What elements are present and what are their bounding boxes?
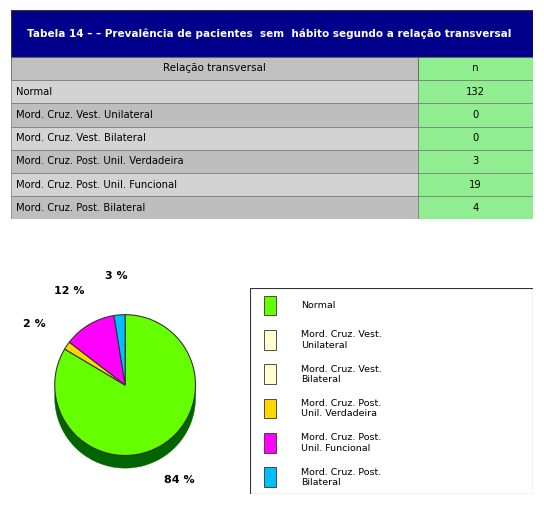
- FancyBboxPatch shape: [418, 196, 533, 219]
- FancyBboxPatch shape: [264, 467, 276, 487]
- FancyBboxPatch shape: [418, 150, 533, 173]
- FancyBboxPatch shape: [264, 330, 276, 350]
- Wedge shape: [55, 328, 195, 468]
- Text: Mord. Cruz. Post.
Bilateral: Mord. Cruz. Post. Bilateral: [301, 468, 381, 487]
- Text: 12 %: 12 %: [54, 286, 84, 296]
- Wedge shape: [65, 355, 125, 398]
- Text: Mord. Cruz. Vest.
Bilateral: Mord. Cruz. Vest. Bilateral: [301, 365, 382, 384]
- Text: 3: 3: [473, 157, 479, 166]
- FancyBboxPatch shape: [250, 288, 533, 494]
- Wedge shape: [69, 316, 125, 385]
- Text: Tabela 14 – – Prevalência de pacientes  sem  hábito segundo a relação transversa: Tabela 14 – – Prevalência de pacientes s…: [27, 28, 511, 39]
- FancyBboxPatch shape: [418, 127, 533, 150]
- FancyBboxPatch shape: [11, 127, 418, 150]
- Text: 4: 4: [473, 203, 479, 213]
- Wedge shape: [114, 315, 125, 385]
- Text: Mord. Cruz. Post.
Unil. Funcional: Mord. Cruz. Post. Unil. Funcional: [301, 433, 381, 453]
- Text: 132: 132: [466, 87, 485, 97]
- FancyBboxPatch shape: [264, 399, 276, 419]
- Text: 3 %: 3 %: [105, 271, 128, 281]
- FancyBboxPatch shape: [11, 173, 418, 196]
- Text: 0: 0: [473, 110, 479, 120]
- FancyBboxPatch shape: [264, 364, 276, 384]
- FancyBboxPatch shape: [418, 104, 533, 127]
- FancyBboxPatch shape: [11, 57, 418, 80]
- Text: Mord. Cruz. Post. Unil. Funcional: Mord. Cruz. Post. Unil. Funcional: [16, 180, 177, 190]
- Wedge shape: [65, 342, 125, 385]
- Text: Mord. Cruz. Vest.
Unilateral: Mord. Cruz. Vest. Unilateral: [301, 330, 382, 350]
- FancyBboxPatch shape: [11, 150, 418, 173]
- Text: Mord. Cruz. Vest. Bilateral: Mord. Cruz. Vest. Bilateral: [16, 133, 146, 143]
- FancyBboxPatch shape: [264, 296, 276, 316]
- Text: n: n: [472, 63, 479, 74]
- FancyBboxPatch shape: [264, 433, 276, 453]
- Text: 2 %: 2 %: [23, 319, 46, 329]
- FancyBboxPatch shape: [418, 173, 533, 196]
- FancyBboxPatch shape: [11, 10, 533, 57]
- FancyBboxPatch shape: [418, 80, 533, 104]
- Text: 19: 19: [469, 180, 482, 190]
- Text: 84 %: 84 %: [164, 475, 194, 485]
- FancyBboxPatch shape: [11, 104, 418, 127]
- FancyBboxPatch shape: [11, 196, 418, 219]
- Text: Mord. Cruz. Post. Bilateral: Mord. Cruz. Post. Bilateral: [16, 203, 145, 213]
- Text: Normal: Normal: [16, 87, 52, 97]
- Wedge shape: [69, 328, 125, 398]
- Text: Mord. Cruz. Post. Unil. Verdadeira: Mord. Cruz. Post. Unil. Verdadeira: [16, 157, 184, 166]
- FancyBboxPatch shape: [418, 57, 533, 80]
- Text: Mord. Cruz. Vest. Unilateral: Mord. Cruz. Vest. Unilateral: [16, 110, 153, 120]
- Text: Mord. Cruz. Post.
Unil. Verdadeira: Mord. Cruz. Post. Unil. Verdadeira: [301, 399, 381, 418]
- Wedge shape: [55, 315, 195, 455]
- FancyBboxPatch shape: [11, 80, 418, 104]
- Text: 0: 0: [473, 133, 479, 143]
- Text: Normal: Normal: [301, 301, 336, 310]
- Wedge shape: [114, 328, 125, 398]
- Text: Relação transversal: Relação transversal: [163, 63, 266, 74]
